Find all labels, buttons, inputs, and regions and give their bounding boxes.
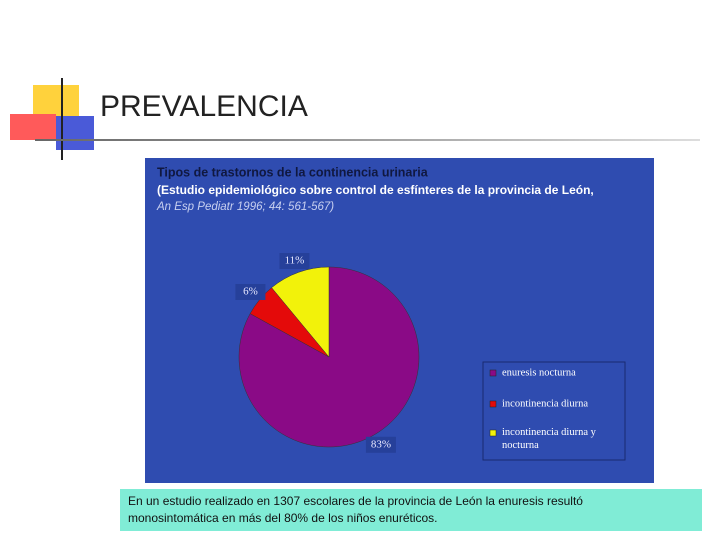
chart-subtitle: (Estudio epidemiológico sobre control de… xyxy=(157,183,594,197)
legend-swatch xyxy=(489,369,497,377)
title-rule xyxy=(35,139,700,141)
value-label-box xyxy=(365,436,396,453)
value-label-box xyxy=(235,283,266,300)
legend-box xyxy=(482,361,626,461)
value-label: 6% xyxy=(243,286,258,298)
caption-box xyxy=(120,489,702,531)
legend-swatch xyxy=(489,429,497,437)
slide-title: PREVALENCIA xyxy=(100,90,308,123)
chart-source: An Esp Pediatr 1996; 44: 561-567) xyxy=(156,201,334,213)
legend-label: enuresis nocturna xyxy=(502,367,576,378)
legend-swatch xyxy=(489,400,497,408)
value-label: 83% xyxy=(371,438,391,450)
pie-slice xyxy=(271,266,330,358)
value-label: 11% xyxy=(285,255,305,267)
caption-line: En un estudio realizado en 1307 escolare… xyxy=(128,494,583,508)
legend-label: incontinencia diurna y nocturna xyxy=(502,427,597,451)
legend-label: incontinencia diurna xyxy=(502,398,588,409)
decor-square xyxy=(10,114,56,140)
caption-line: monosintomática en más del 80% de los ni… xyxy=(128,511,438,525)
chart-title: Tipos de trastornos de la continencia ur… xyxy=(157,165,429,179)
value-label-box xyxy=(279,253,310,270)
